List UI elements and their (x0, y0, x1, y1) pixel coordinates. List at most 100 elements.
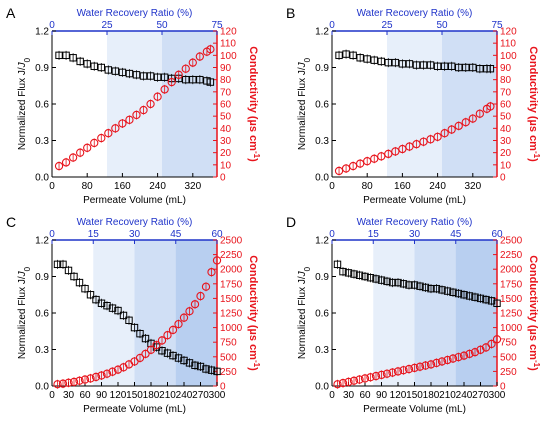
x-tick-label: 120 (110, 390, 127, 401)
y-right-tick-label: 500 (220, 352, 237, 363)
flux-point (132, 71, 141, 79)
y-left-tick-label: 0.0 (315, 382, 329, 393)
flux-point (366, 274, 375, 282)
x-tick-label: 60 (359, 390, 371, 401)
flux-point (118, 68, 127, 77)
y-right-tick-label: 110 (220, 39, 236, 50)
flux-point (391, 58, 400, 67)
conductivity-point (188, 58, 197, 67)
y-right-tick-label: 750 (500, 338, 517, 349)
top-tick-label: 60 (491, 229, 503, 240)
top-tick-label: 50 (436, 20, 448, 31)
flux-point (213, 367, 221, 376)
conductivity-point (80, 375, 90, 384)
conductivity-point (476, 345, 485, 354)
y-right-tick-label: 0 (220, 382, 226, 393)
flux-point (62, 51, 70, 60)
flux-point (189, 75, 197, 84)
conductivity-point (405, 142, 414, 151)
y-right-tick-label: 90 (500, 63, 512, 74)
y-left-title: Normalized Flux J/J0 (17, 266, 32, 359)
x-tick-label: 320 (184, 181, 201, 192)
x-tick-label: 320 (464, 181, 481, 192)
y-right-tick-label: 2500 (500, 236, 523, 247)
y-left-tick-label: 0.6 (315, 309, 329, 320)
flux-point (427, 284, 435, 293)
panel-d: 0 30 60 90 120 150 180 210 240 270 3000.00.30.60.9… (286, 214, 542, 415)
conductivity-point (207, 267, 216, 277)
flux-point (108, 304, 117, 312)
conductivity-point (399, 366, 408, 375)
y-right-tick-label: 80 (500, 75, 512, 86)
y-right-title: Conductivity (µs cm-1) (527, 46, 542, 162)
x-tick-label: 150 (406, 390, 423, 401)
y-right-tick-label: 0 (220, 173, 226, 184)
conductivity-point (432, 358, 441, 368)
x-axis-title: Permeate Volume (mL) (363, 404, 466, 415)
flux-point (443, 287, 452, 295)
y-right-tick-label: 750 (220, 338, 237, 349)
y-right-tick-label: 2250 (500, 250, 523, 261)
y-right-tick-label: 50 (220, 112, 232, 123)
top-tick-label: 75 (211, 20, 223, 31)
conductivity-point (201, 282, 211, 291)
conductivity-point (391, 147, 400, 156)
y-right-title: Conductivity (µs cm-1) (247, 255, 262, 371)
conductivity-point (135, 353, 145, 363)
conductivity-point (181, 64, 190, 73)
y-left-tick-label: 0.9 (315, 272, 329, 283)
flux-point (377, 276, 386, 284)
y-left-tick-label: 0.9 (35, 63, 49, 74)
flux-point (111, 67, 120, 75)
conductivity-point (486, 102, 495, 111)
flux-point (412, 61, 421, 69)
conductivity-point (104, 129, 113, 138)
x-tick-label: 210 (159, 390, 176, 401)
conductivity-point (113, 365, 123, 374)
flux-point (339, 267, 347, 276)
y-right-tick-label: 30 (500, 136, 512, 147)
flux-point (486, 65, 495, 73)
flux-point (471, 293, 479, 301)
shaded-region (455, 240, 497, 386)
y-right-tick-label: 120 (500, 27, 517, 38)
shaded-region (93, 240, 135, 386)
flux-point (426, 61, 435, 69)
top-tick-label: 15 (88, 229, 100, 240)
flux-point (399, 280, 408, 288)
conductivity-point (447, 125, 456, 134)
y-left-tick-label: 1.2 (35, 236, 49, 247)
conductivity-point (459, 351, 469, 360)
flux-point (55, 51, 63, 60)
y-right-tick-label: 1750 (500, 279, 523, 290)
y-right-tick-label: 20 (220, 148, 232, 159)
conductivity-point (69, 377, 79, 387)
top-axis-title: Water Recovery Ratio (%) (357, 217, 473, 228)
top-tick-label: 45 (170, 229, 182, 240)
conductivity-point (426, 135, 435, 144)
y-right-tick-label: 1500 (220, 294, 243, 305)
conductivity-point (185, 307, 194, 316)
conductivity-point (421, 361, 430, 370)
shaded-region (373, 240, 415, 386)
flux-point (372, 275, 380, 283)
flux-point (482, 295, 490, 304)
y-right-tick-label: 110 (500, 39, 516, 50)
conductivity-point (382, 369, 392, 378)
conductivity-point (412, 139, 421, 149)
x-tick-label: 270 (472, 390, 489, 401)
conductivity-point (132, 110, 141, 120)
y-right-tick-label: 60 (220, 100, 232, 111)
flux-point (356, 54, 364, 62)
flux-point (185, 359, 194, 367)
flux-point (455, 63, 463, 72)
top-tick-label: 0 (49, 229, 55, 240)
flux-point (469, 63, 477, 72)
y-right-tick-label: 250 (500, 367, 517, 378)
y-left-tick-label: 0.3 (35, 136, 49, 147)
flux-point (97, 299, 106, 307)
conductivity-point (206, 45, 215, 54)
top-tick-label: 0 (49, 20, 55, 31)
top-tick-label: 45 (450, 229, 462, 240)
conductivity-point (360, 374, 370, 383)
